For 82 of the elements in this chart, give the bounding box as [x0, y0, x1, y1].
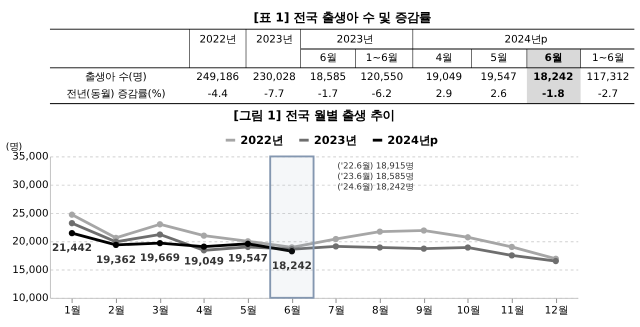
text: -2.7 — [598, 88, 618, 100]
point — [244, 240, 252, 247]
legend-label: 2023년 — [314, 134, 356, 147]
text: 2.9 — [436, 88, 452, 100]
point — [508, 252, 515, 259]
text: 117,312 — [586, 71, 630, 84]
y-tick-label: 30,000 — [12, 179, 49, 192]
x-tick-label: 5월 — [240, 304, 257, 316]
point — [552, 258, 559, 264]
text: [표 1] 전국 출생아 수 및 증감률 — [253, 10, 431, 25]
point — [200, 243, 208, 250]
text: 2023년 — [256, 33, 292, 46]
point — [376, 244, 384, 251]
text: 출생아 수(명) — [85, 71, 147, 84]
x-tick-label: 11월 — [500, 304, 524, 316]
y-tick-label: 20,000 — [12, 236, 49, 248]
data-label: 19,049 — [184, 256, 224, 268]
text: 18,242 — [533, 71, 574, 84]
point — [156, 231, 164, 238]
text: 230,028 — [252, 71, 296, 84]
text: 249,186 — [196, 71, 240, 84]
point — [464, 244, 471, 251]
data-label: 19,547 — [228, 252, 268, 265]
annotation: ('23.6월) 18,585명 — [337, 171, 414, 182]
point — [200, 232, 208, 239]
y-tick-label: 25,000 — [12, 207, 49, 220]
point — [420, 245, 427, 252]
point — [68, 230, 76, 236]
text: 2023년 — [336, 33, 374, 46]
annotation: ('24.6월) 18,242명 — [337, 181, 414, 192]
text: 전년(동월) 증감률(%) — [66, 88, 166, 100]
text: -6.2 — [372, 88, 392, 100]
text: 6월 — [544, 52, 562, 64]
x-tick-label: 10월 — [456, 304, 480, 316]
text: 6월 — [320, 52, 336, 64]
text: 2022년 — [200, 33, 236, 46]
point — [464, 234, 471, 240]
data-label: 19,669 — [140, 252, 180, 264]
annotation: ('22.6월) 18,915명 — [337, 160, 414, 171]
text: 5월 — [490, 52, 507, 64]
legend-label: 2024년p — [387, 134, 438, 147]
point — [332, 243, 340, 250]
y-tick-label: 35,000 — [12, 150, 49, 163]
x-tick-label: 9월 — [416, 304, 433, 316]
point — [332, 236, 340, 242]
x-tick-label: 3월 — [152, 304, 169, 316]
data-label: 18,242 — [272, 260, 312, 272]
text: -4.4 — [208, 88, 228, 100]
point — [68, 212, 76, 218]
text: 18,585 — [310, 71, 346, 84]
text: 19,547 — [480, 71, 517, 84]
legend-label: 2022년 — [240, 134, 283, 147]
y-tick-label: 10,000 — [12, 292, 49, 304]
point — [156, 221, 164, 228]
x-tick-label: 8월 — [372, 304, 389, 316]
text: 2024년p — [504, 33, 548, 46]
point — [420, 227, 427, 234]
x-tick-label: 12월 — [544, 304, 568, 316]
x-tick-label: 7월 — [328, 304, 345, 316]
y-axis-title: (명) — [6, 141, 22, 152]
text: 120,550 — [360, 71, 404, 84]
x-tick-label: 6월 — [284, 304, 301, 316]
text: 1~6월 — [366, 52, 398, 64]
x-tick-label: 2월 — [108, 304, 125, 316]
point — [112, 242, 120, 248]
x-tick-label: 4월 — [196, 304, 213, 316]
text: -1.7 — [318, 88, 338, 100]
data-label: 21,442 — [52, 242, 92, 254]
data-label: 19,362 — [96, 254, 136, 266]
point — [156, 240, 164, 246]
point — [508, 244, 515, 250]
chart-title: [그림 1] 전국 월별 출생 추이 — [233, 108, 394, 123]
text: 2.6 — [490, 88, 507, 100]
text: 19,049 — [426, 71, 462, 84]
text: 1~6월 — [592, 52, 624, 64]
text: 4월 — [436, 52, 452, 64]
y-tick-label: 15,000 — [12, 264, 49, 276]
text: -1.8 — [542, 88, 565, 100]
x-tick-label: 1월 — [64, 304, 81, 316]
text: -7.7 — [264, 88, 284, 100]
point — [376, 228, 384, 235]
point — [68, 220, 76, 226]
